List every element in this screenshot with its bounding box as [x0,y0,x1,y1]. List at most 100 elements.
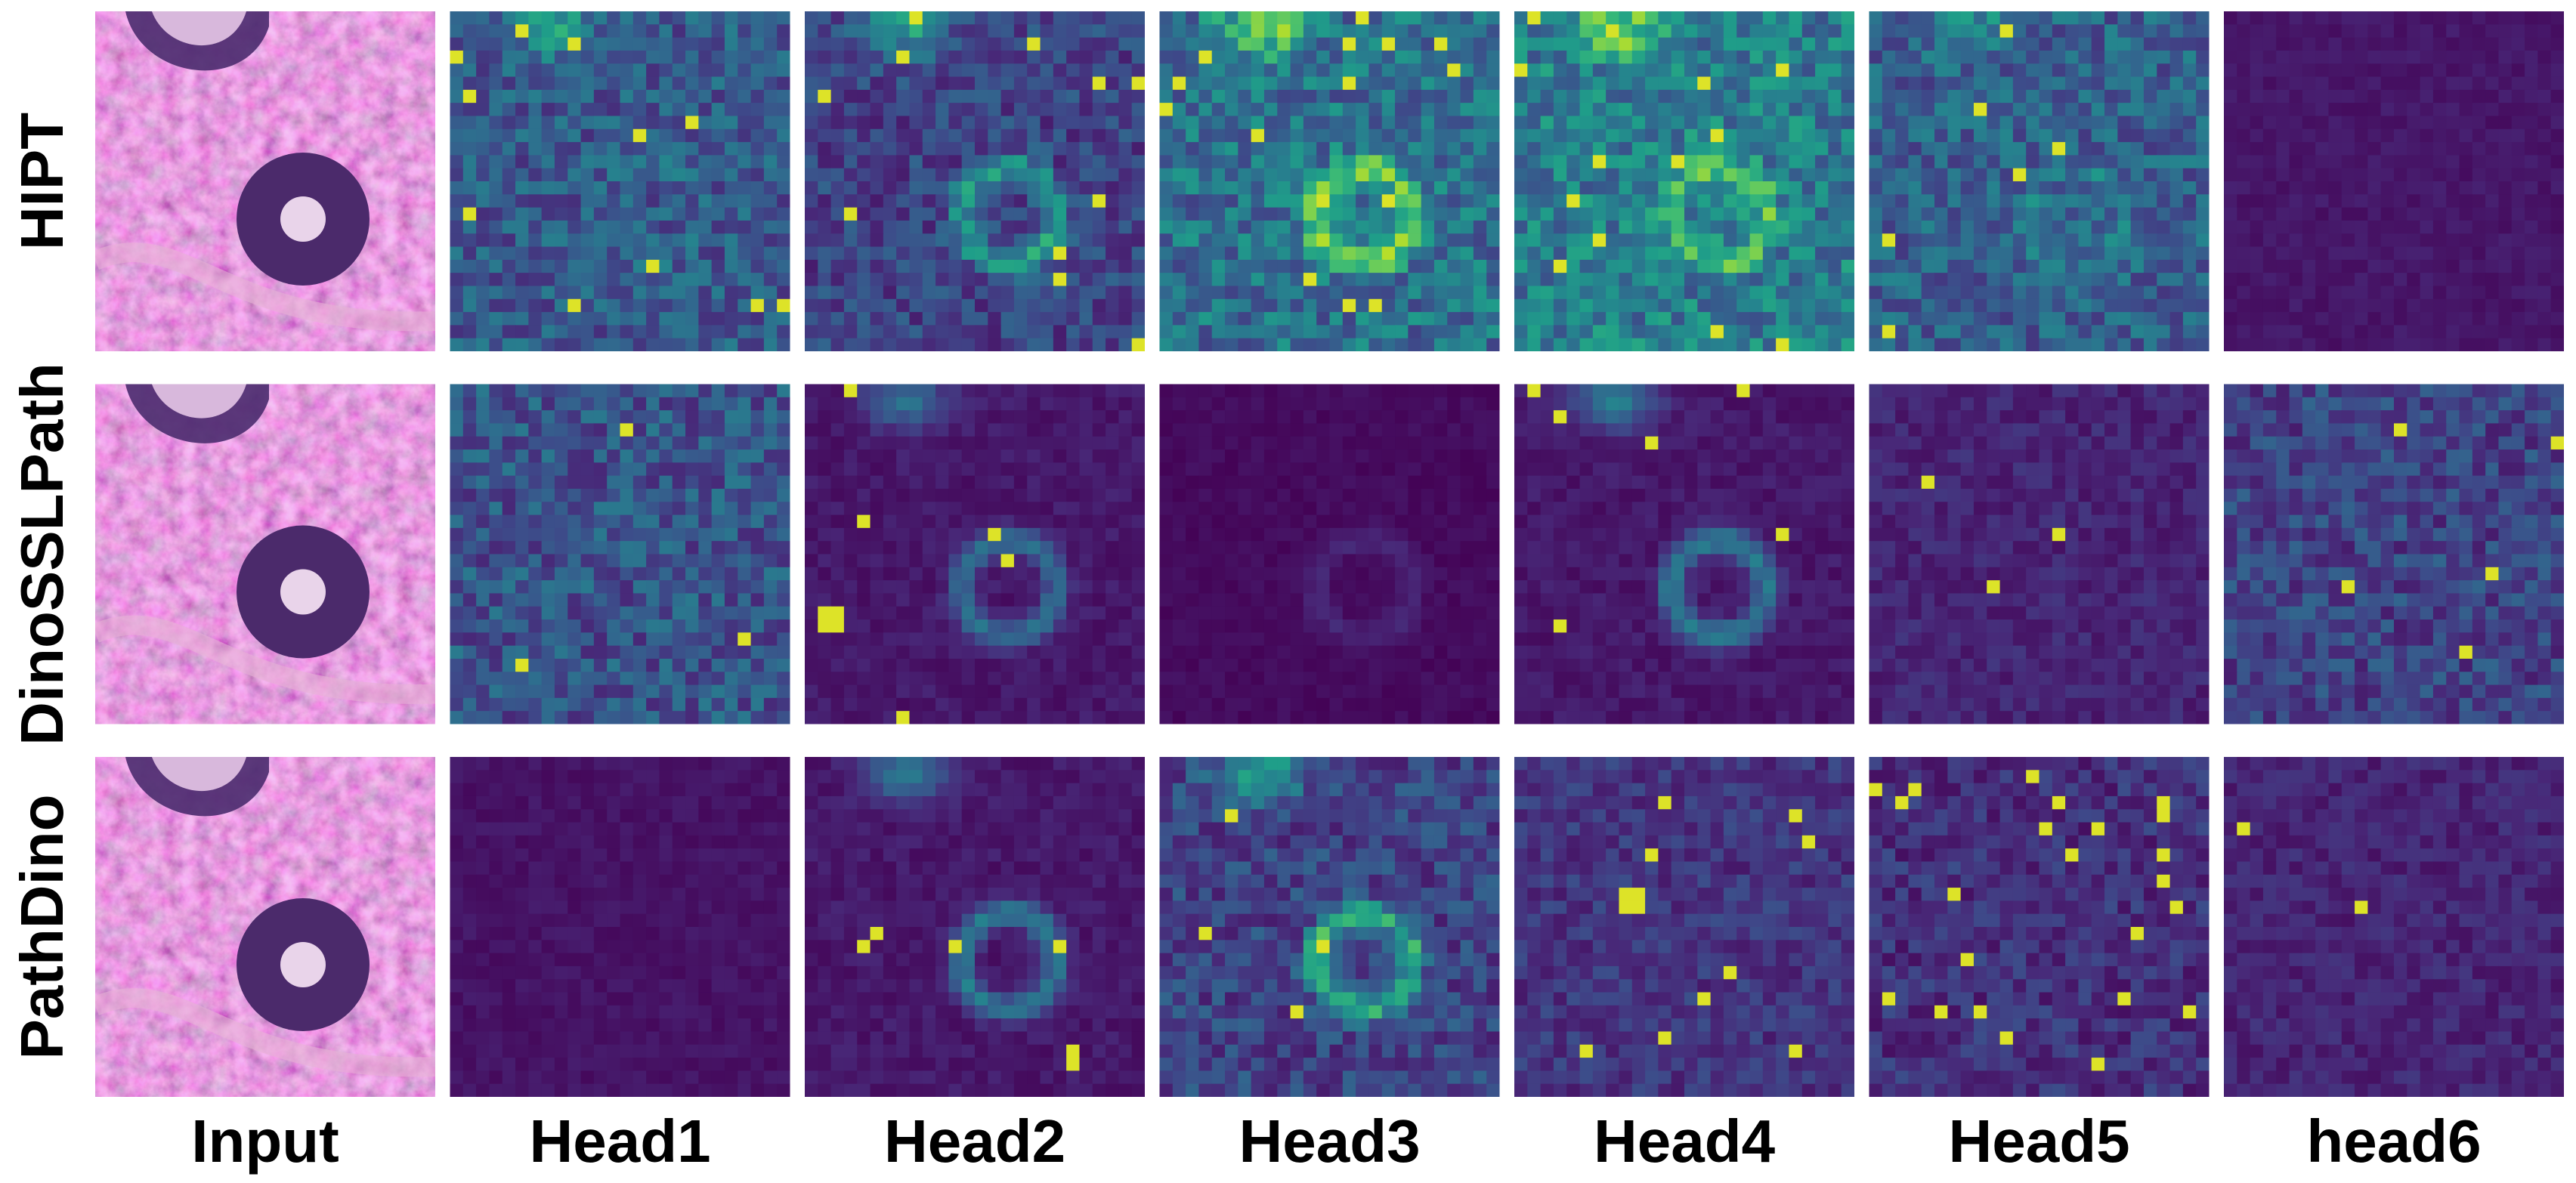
heatmap-cell [1921,11,1935,25]
heatmap-cell [1395,11,1409,25]
heatmap-cell [659,220,673,234]
heatmap-cell [2432,246,2447,261]
heatmap-cell [2367,259,2382,273]
heatmap-cell [2420,76,2434,91]
heatmap-cell [1277,142,1291,156]
heatmap-cell [698,89,713,103]
heatmap-cell [607,697,621,712]
heatmap-cell [1251,37,1265,51]
heatmap-cell [2367,194,2382,208]
heatmap-cell [738,541,752,555]
heatmap-cell [1486,76,1500,91]
heatmap-cell [2550,142,2564,156]
heatmap-cell [857,423,871,437]
heatmap-cell [2341,246,2355,261]
heatmap-cell [2459,142,2473,156]
heatmap-cell [462,567,477,581]
heatmap-cell [2182,259,2197,273]
heatmap-cell [489,246,503,261]
heatmap-cell [450,672,464,686]
heatmap-cell [2367,155,2382,169]
heatmap-cell [883,259,897,273]
heatmap-cell [1079,89,1093,103]
heatmap-cell [2302,181,2316,195]
heatmap-cell [777,50,790,64]
heatmap-cell [2143,76,2157,91]
heatmap-cell [476,298,490,313]
heatmap-cell [1368,338,1383,351]
heatmap-cell [1619,325,1633,339]
heatmap-cell [857,142,871,156]
heatmap-cell [450,128,464,143]
heatmap-cell [672,606,686,620]
heatmap-cell [1433,194,1448,208]
heatmap-cell [1776,63,1790,78]
heatmap-cell [988,11,1002,25]
heatmap-cell [632,397,647,411]
heatmap-cell [515,116,529,130]
heatmap-cell [1579,76,1594,91]
heatmap-cell [580,462,595,477]
heatmap-cell [1013,128,1028,143]
heatmap-cell [2380,24,2395,39]
heatmap-cell [896,338,911,351]
heatmap-cell [515,449,529,463]
heatmap-cell [502,259,516,273]
heatmap-cell [1198,89,1213,103]
heatmap-cell [711,220,725,234]
heatmap-cell [2537,233,2552,248]
heatmap-cell [2394,155,2407,169]
heatmap-cell [502,76,516,91]
heatmap-cell [554,672,568,686]
heatmap-cell [502,128,516,143]
heatmap-cell [450,207,464,221]
heatmap-cell [1579,128,1594,143]
heatmap-cell [2341,116,2355,130]
heatmap-cell [2355,298,2368,313]
heatmap-cell [646,155,660,169]
heatmap-cell [935,233,949,248]
heatmap-cell [1131,462,1145,477]
heatmap-cell [502,462,516,477]
heatmap-cell [2367,63,2382,78]
heatmap-cell [2550,298,2564,313]
heatmap-cell [1225,194,1239,208]
heatmap-cell [2012,325,2027,339]
heatmap-cell [2328,142,2343,156]
heatmap-cell [724,116,738,130]
heatmap-cell [2026,89,2040,103]
heatmap-cell [607,338,621,351]
heatmap-cell [750,168,765,182]
heatmap-cell [1460,273,1474,287]
heatmap-cell [450,338,464,351]
gland-lumen [152,11,246,46]
heatmap-cell [476,325,490,339]
heatmap-cell [2459,50,2473,64]
heatmap-cell [2394,142,2407,156]
heatmap-cell [554,76,568,91]
heatmap-cell [1211,63,1226,78]
heatmap-cell [1092,142,1106,156]
heatmap-cell [2078,155,2092,169]
heatmap-cell [1368,220,1383,234]
heatmap-cell [1697,168,1712,182]
heatmap-cell [1710,128,1724,143]
heatmap-cell [1828,103,1842,117]
heatmap-cell [450,286,464,300]
heatmap-cell [528,298,543,313]
heatmap-cell [2485,76,2500,91]
heatmap-cell [2511,259,2525,273]
heatmap-cell [1198,259,1213,273]
heatmap-cell [1013,298,1028,313]
heatmap-cell [738,116,752,130]
heatmap-cell [2472,142,2486,156]
heatmap-cell [1934,312,1948,326]
heatmap-cell [2380,246,2395,261]
heatmap-cell [1447,24,1461,39]
heatmap-cell [2052,142,2066,156]
heatmap-cell [2328,207,2343,221]
heatmap-cell [2104,89,2118,103]
heatmap-cell [567,593,582,607]
heatmap-cell [1381,11,1396,25]
heatmap-cell [1514,103,1528,117]
